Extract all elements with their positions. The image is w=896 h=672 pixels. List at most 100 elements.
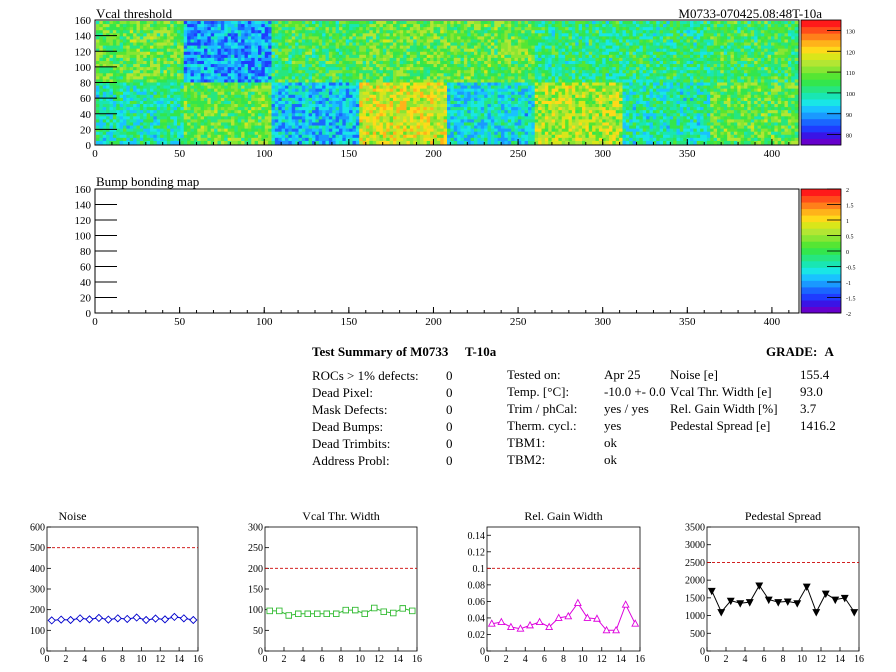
heat-cell xyxy=(146,88,151,93)
heat-cell xyxy=(156,21,161,25)
heat-cell xyxy=(477,54,482,59)
heat-cell xyxy=(652,54,657,59)
heat-cell xyxy=(180,51,185,56)
heat-cell xyxy=(119,88,124,93)
heat-cell xyxy=(744,33,748,37)
heat-cell xyxy=(214,42,218,46)
heat-cell xyxy=(382,60,387,65)
heat-cell xyxy=(585,76,590,80)
heat-cell xyxy=(497,24,502,28)
heat-cell xyxy=(352,51,357,56)
heat-cell xyxy=(153,21,158,25)
heat-cell xyxy=(744,48,748,53)
heat-cell xyxy=(744,42,748,46)
heat-cell xyxy=(318,70,323,74)
heat-cell xyxy=(433,27,438,31)
heat-cell xyxy=(470,42,475,46)
heat-cell xyxy=(193,91,198,96)
heat-cell xyxy=(551,79,556,83)
heat-cell xyxy=(588,79,593,83)
heat-cell xyxy=(480,51,485,56)
heat-cell xyxy=(247,51,252,56)
heat-cell xyxy=(109,125,114,130)
heat-cell xyxy=(501,30,505,34)
heat-cell xyxy=(166,33,171,37)
heat-cell xyxy=(123,67,127,71)
heat-cell xyxy=(453,42,458,46)
heat-cell xyxy=(99,27,104,31)
heat-cell xyxy=(646,57,650,62)
heat-cell xyxy=(193,64,198,68)
heat-cell xyxy=(710,33,715,37)
heat-cell xyxy=(477,45,482,50)
heat-cell xyxy=(740,39,745,43)
heat-cell xyxy=(764,79,769,83)
heat-cell xyxy=(301,33,306,37)
heat-cell xyxy=(696,42,701,46)
heat-cell xyxy=(163,137,168,142)
heat-cell xyxy=(683,39,688,43)
heat-cell xyxy=(318,73,323,77)
heat-cell xyxy=(345,33,350,37)
heat-cell xyxy=(561,24,566,28)
heat-cell xyxy=(420,39,424,43)
heat-cell xyxy=(193,27,198,31)
heat-cell xyxy=(703,21,708,25)
heat-cell xyxy=(453,24,458,28)
heat-cell xyxy=(281,60,286,65)
heat-cell xyxy=(362,27,367,31)
heat-cell xyxy=(413,51,418,56)
heat-cell xyxy=(393,60,397,65)
heat-cell xyxy=(372,24,377,28)
heat-cell xyxy=(150,36,154,40)
heat-cell xyxy=(291,79,296,83)
heat-cell xyxy=(585,60,590,65)
heat-cell xyxy=(757,64,762,68)
heat-cell xyxy=(528,36,532,40)
heat-cell xyxy=(204,100,208,105)
heat-cell xyxy=(187,116,191,120)
heat-cell xyxy=(379,73,384,77)
heat-cell xyxy=(764,60,769,65)
heat-cell xyxy=(268,100,272,105)
heat-cell xyxy=(173,48,178,53)
heat-cell xyxy=(646,30,650,34)
heat-cell xyxy=(457,39,461,43)
heat-cell xyxy=(754,30,758,34)
heat-cell xyxy=(173,67,178,71)
heat-cell xyxy=(224,60,229,65)
heat-cell xyxy=(335,64,340,68)
heat-cell xyxy=(177,116,181,120)
heat-cell xyxy=(298,70,303,74)
heat-cell xyxy=(99,51,104,56)
heat-cell xyxy=(767,42,772,46)
heat-cell xyxy=(386,60,391,65)
heat-cell xyxy=(696,70,701,74)
heat-cell xyxy=(210,30,215,34)
heat-cell xyxy=(258,100,262,105)
heat-cell xyxy=(619,36,623,40)
heat-cell xyxy=(153,73,158,77)
heat-cell xyxy=(207,64,212,68)
heat-cell xyxy=(649,60,654,65)
heat-cell xyxy=(649,67,654,71)
heat-cell xyxy=(214,54,218,59)
heat-cell xyxy=(170,122,175,126)
heat-cell xyxy=(119,134,124,139)
heat-cell xyxy=(231,30,235,34)
heat-cell xyxy=(730,79,735,83)
heat-cell xyxy=(318,39,323,43)
heat-cell xyxy=(207,104,212,108)
heat-cell xyxy=(534,45,539,50)
heat-cell xyxy=(528,60,532,65)
heat-cell xyxy=(649,42,654,46)
heat-cell xyxy=(683,54,688,59)
heat-cell xyxy=(180,24,185,28)
heat-cell xyxy=(470,64,475,68)
heat-cell xyxy=(558,36,563,40)
heat-cell xyxy=(706,67,711,71)
heat-cell xyxy=(565,45,569,50)
heat-cell xyxy=(737,24,742,28)
heat-cell xyxy=(163,48,168,53)
heat-cell xyxy=(497,39,502,43)
